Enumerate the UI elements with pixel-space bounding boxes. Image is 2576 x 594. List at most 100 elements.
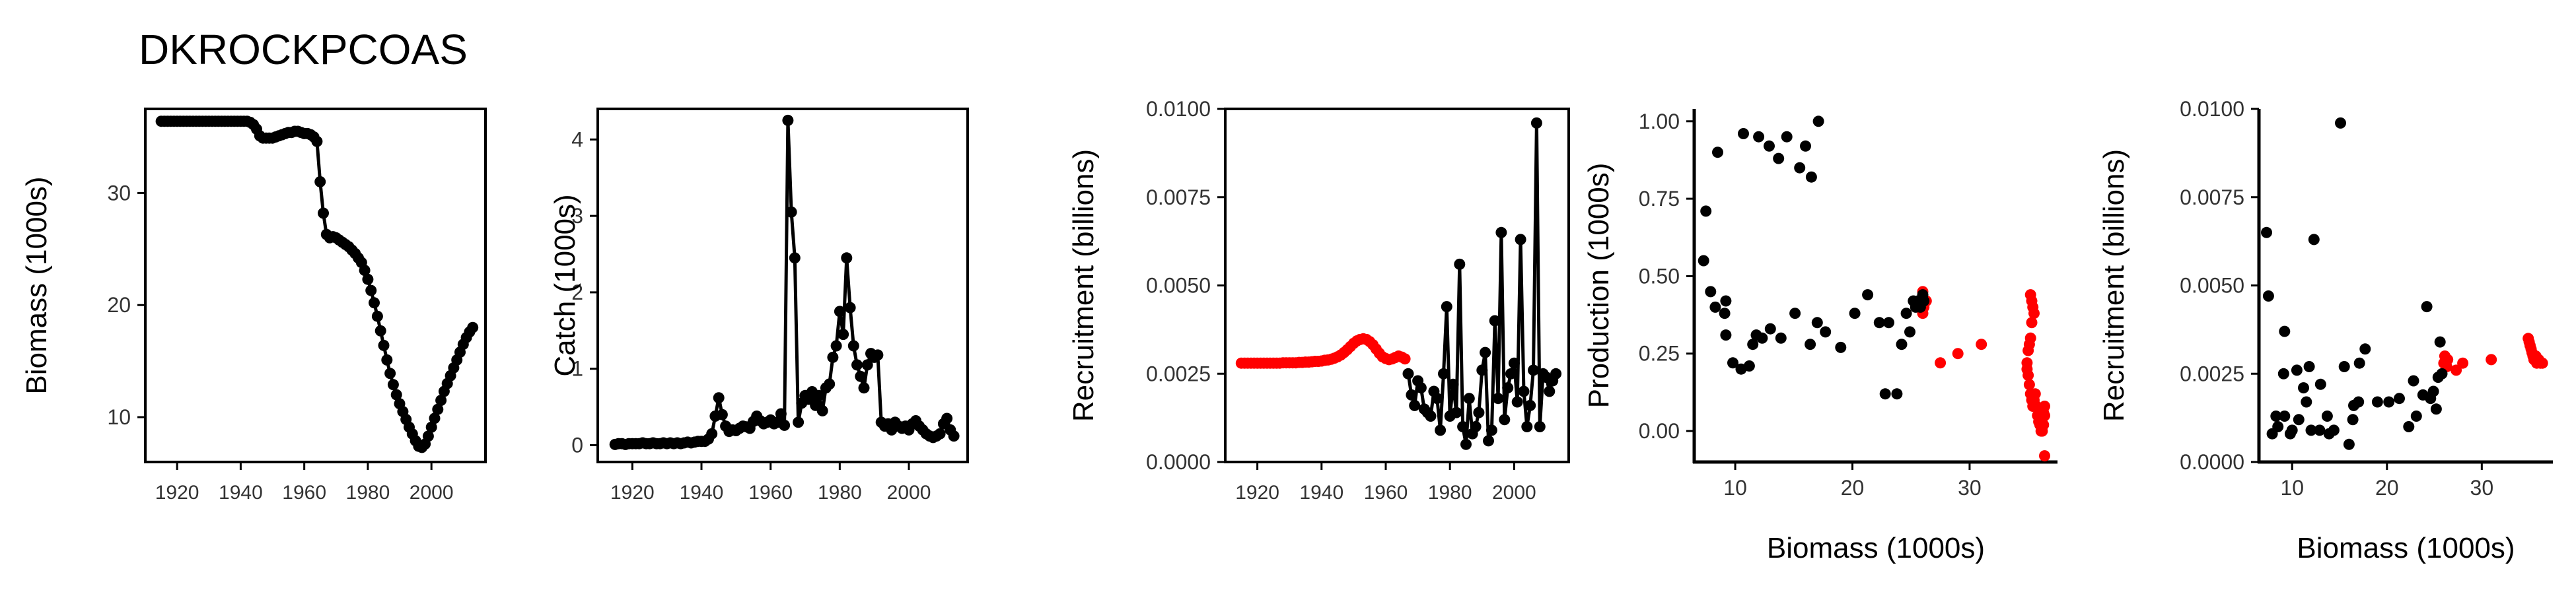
- data-point: [1773, 152, 1785, 164]
- data-point: [934, 428, 946, 440]
- data-point: [2403, 421, 2415, 432]
- plot-frame: [596, 108, 969, 463]
- data-point: [2434, 336, 2446, 348]
- x-tick-label: 1940: [680, 482, 724, 504]
- data-point: [1781, 131, 1793, 143]
- x-tick-label: 1940: [219, 482, 263, 504]
- y-tick-label: 4: [571, 127, 583, 151]
- x-tick-label: 2000: [1492, 482, 1536, 504]
- data-point: [1743, 360, 1755, 372]
- data-point: [2421, 301, 2433, 313]
- data-point: [2353, 357, 2365, 369]
- data-point: [2383, 396, 2395, 408]
- data-point: [1447, 378, 1459, 390]
- data-point: [1904, 326, 1915, 338]
- data-point: [716, 409, 728, 420]
- data-point: [2026, 317, 2038, 329]
- data-point: [789, 252, 801, 264]
- data-point: [2347, 414, 2359, 426]
- x-tick-label: 1920: [610, 482, 655, 504]
- data-point: [2305, 424, 2317, 436]
- data-point: [838, 329, 849, 341]
- y-tick-label: 0.0050: [1146, 274, 1211, 298]
- series-line: [1406, 121, 1557, 446]
- data-point: [429, 412, 441, 424]
- x-tick-label: 1960: [748, 482, 793, 504]
- chart-biomass-ts: 10 20 30 1920 1940 1960 1980 2000 Biomass (1000s…: [20, 108, 487, 504]
- chart-production-vs-biomass: 0.00 0.25 0.50 0.75 1.00 10 20 30 Production (10…: [1583, 109, 2057, 564]
- x-tick-label: 10: [2280, 476, 2304, 500]
- data-point: [1720, 295, 1732, 307]
- data-point: [1794, 162, 1806, 174]
- data-point: [1495, 226, 1507, 238]
- data-point: [1431, 393, 1443, 405]
- data-point: [1750, 329, 1762, 341]
- y-tick-label: 0.50: [1639, 264, 1680, 288]
- data-point: [1800, 140, 1811, 152]
- data-point: [2022, 345, 2034, 356]
- data-point: [1698, 255, 1709, 267]
- data-point: [432, 403, 444, 415]
- data-point: [2314, 378, 2326, 390]
- data-point: [1753, 131, 1765, 143]
- x-tick-label: 1980: [346, 482, 390, 504]
- data-point: [384, 368, 396, 380]
- data-point: [1879, 388, 1891, 400]
- data-point: [1530, 117, 1542, 129]
- data-point: [2286, 424, 2298, 436]
- data-point: [2022, 370, 2034, 381]
- data-point: [941, 412, 953, 424]
- data-point: [1457, 421, 1469, 432]
- data-point: [1738, 128, 1749, 139]
- x-tick-label: 1980: [818, 482, 862, 504]
- data-point: [858, 382, 870, 394]
- data-point: [816, 405, 828, 416]
- data-point: [1450, 407, 1462, 418]
- data-point: [1521, 421, 1533, 432]
- data-point: [1508, 357, 1520, 369]
- data-point: [2279, 411, 2291, 422]
- data-point: [2291, 364, 2303, 376]
- data-point: [2486, 354, 2497, 366]
- data-point: [827, 351, 839, 363]
- data-point: [1460, 438, 1472, 450]
- y-axis-label: Recruitment (billions): [1067, 149, 1100, 422]
- data-point: [1515, 234, 1526, 246]
- data-point: [2321, 411, 2333, 422]
- data-point: [813, 389, 825, 401]
- data-point: [1747, 339, 1759, 350]
- data-point: [467, 321, 479, 333]
- y-tick-label: 0.0100: [2180, 97, 2244, 121]
- plot-frame: [144, 108, 487, 463]
- data-point: [1952, 348, 1964, 360]
- data-point: [2272, 421, 2284, 432]
- data-point: [775, 408, 787, 420]
- y-tick-label: 0.25: [1639, 342, 1680, 366]
- data-point: [2314, 424, 2326, 436]
- x-tick-label: 1960: [1364, 482, 1408, 504]
- series-line: [614, 118, 956, 446]
- data-point: [713, 392, 725, 404]
- data-point: [2298, 382, 2309, 394]
- data-point: [844, 302, 856, 314]
- x-tick-label: 1940: [1299, 482, 1343, 504]
- data-point: [2457, 357, 2469, 369]
- data-point: [1935, 357, 1947, 369]
- data-point: [861, 359, 873, 371]
- x-axis-label: Biomass (1000s): [2297, 532, 2515, 564]
- data-point: [369, 297, 380, 309]
- data-point: [1764, 323, 1776, 335]
- data-point: [1550, 368, 1562, 380]
- y-axis-label: Biomass (1000s): [20, 176, 53, 394]
- data-point: [2308, 234, 2320, 246]
- data-point: [1896, 339, 1908, 350]
- data-point: [2293, 414, 2305, 426]
- y-tick-label: 10: [107, 405, 131, 429]
- data-point: [2303, 361, 2315, 372]
- data-point: [841, 252, 853, 264]
- y-axis-label: Catch (1000s): [549, 194, 581, 376]
- chart-catch-ts: 0 1 2 3 4 1920 1940 1960 1980 2000 Catch (1000s): [549, 108, 969, 504]
- data-point: [706, 428, 718, 440]
